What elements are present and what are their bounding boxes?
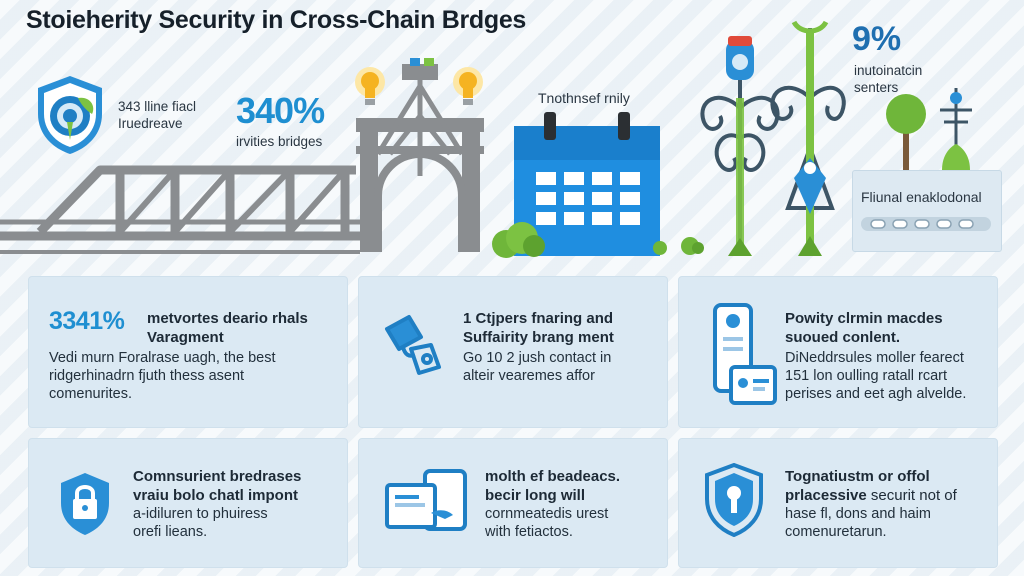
chain-icon bbox=[861, 217, 991, 231]
calendar-icon bbox=[514, 112, 660, 256]
card-heading-line2: prlacessive bbox=[785, 487, 867, 504]
card-body-line2: orefi lieans. bbox=[133, 524, 208, 540]
lamp-post-icon bbox=[700, 20, 846, 256]
bush-icon bbox=[492, 222, 545, 258]
top-right-percentage: 9% bbox=[852, 20, 902, 58]
info-card-4: Comnsurient bredrases vraiu bolo chatl i… bbox=[28, 438, 348, 568]
top-percentage-caption: irvities bridges bbox=[236, 134, 323, 149]
info-card-3: Powity clrmin macdes suoued conlent. DiN… bbox=[678, 276, 998, 428]
bag-link-icon bbox=[385, 315, 441, 375]
card-body-line3: comenurites. bbox=[49, 386, 133, 402]
card-heading-line1: molth ef beadeacs. bbox=[485, 468, 621, 485]
card-body-line1: cornmeatedis urest bbox=[485, 506, 609, 522]
card-heading-line1: Tognatiustm or offol bbox=[785, 468, 930, 485]
info-card-6: Tognatiustm or offol prlacessive securit… bbox=[678, 438, 998, 568]
card-heading-line2: suoued conlent. bbox=[785, 329, 901, 346]
card-body-line1: a-idiluren to phuiress bbox=[133, 506, 268, 522]
card-body-line1: Vedi murn Foralrase uagh, the best bbox=[49, 350, 276, 366]
card-heading-line1: 1 Ctjpers fnaring and bbox=[463, 310, 614, 327]
card-heading-line1: Comnsurient bredrases bbox=[133, 468, 302, 485]
note-box: Fliunal enaklodonal bbox=[852, 170, 1002, 252]
phone-icon bbox=[713, 303, 777, 405]
card-heading-line2b: securit not of bbox=[870, 487, 957, 504]
card-body-line3: perises and eet agh alvelde. bbox=[785, 386, 967, 402]
card-heading-line2: becir long will bbox=[485, 487, 586, 504]
lightbulb-icon bbox=[355, 67, 385, 105]
card-body-line2: comenuretarun. bbox=[785, 524, 887, 540]
card-heading-line2: Varagment bbox=[147, 329, 224, 346]
tree-icon bbox=[940, 88, 972, 170]
card-heading-line1: metvortes deario rhals bbox=[147, 310, 308, 327]
card-body-line1: DiNeddrsules moller fearect bbox=[785, 350, 964, 366]
card-heading-line2: vraiu bolo chatl impont bbox=[133, 487, 299, 504]
card-body-line1: Go 10 2 jush contact in bbox=[463, 350, 612, 366]
calendar-label: Tnothnsef rnily bbox=[538, 90, 630, 106]
note-box-label: Fliunal enaklodonal bbox=[861, 189, 982, 205]
card-body-line2: ridgerhinadrn fjuth thess asent bbox=[49, 368, 245, 384]
card-heading-line1: Powity clrmin macdes bbox=[785, 310, 943, 327]
card-body-line2: alteir vearemes affor bbox=[463, 368, 595, 384]
shield-globe-icon bbox=[38, 76, 102, 154]
card-body-line1: hase fl, dons and haim bbox=[785, 506, 931, 522]
card-heading-line2: Suffairity brang ment bbox=[463, 329, 614, 346]
info-card-1: 3341% metvortes deario rhals Varagment V… bbox=[28, 276, 348, 428]
info-card-2: 1 Ctjpers fnaring and Suffairity brang m… bbox=[358, 276, 668, 428]
lightbulb-icon bbox=[453, 67, 483, 105]
lock-icon bbox=[61, 473, 109, 535]
bridge-icon bbox=[0, 58, 484, 254]
top-percentage: 340% bbox=[236, 90, 325, 131]
page-title: Stoieherity Security in Cross-Chain Brdg… bbox=[26, 6, 527, 34]
monitor-icon bbox=[385, 469, 467, 531]
tree-icon bbox=[886, 94, 926, 170]
top-left-stat-line1: 343 lline fiacl bbox=[118, 99, 197, 114]
info-card-5: molth ef beadeacs. becir long will cornm… bbox=[358, 438, 668, 568]
card-body-line2: with fetiactos. bbox=[485, 524, 573, 540]
shield-lock-icon bbox=[705, 463, 763, 537]
top-left-stat-line2: Iruedreave bbox=[118, 116, 183, 131]
bush-icon bbox=[653, 237, 704, 255]
card-body-line2: 151 lon oulling ratall rcart bbox=[785, 368, 948, 384]
card-percentage: 3341% bbox=[49, 307, 125, 335]
top-right-stat-line1: inutoinatcin bbox=[854, 63, 923, 78]
top-right-stat-line2: senters bbox=[854, 80, 899, 95]
